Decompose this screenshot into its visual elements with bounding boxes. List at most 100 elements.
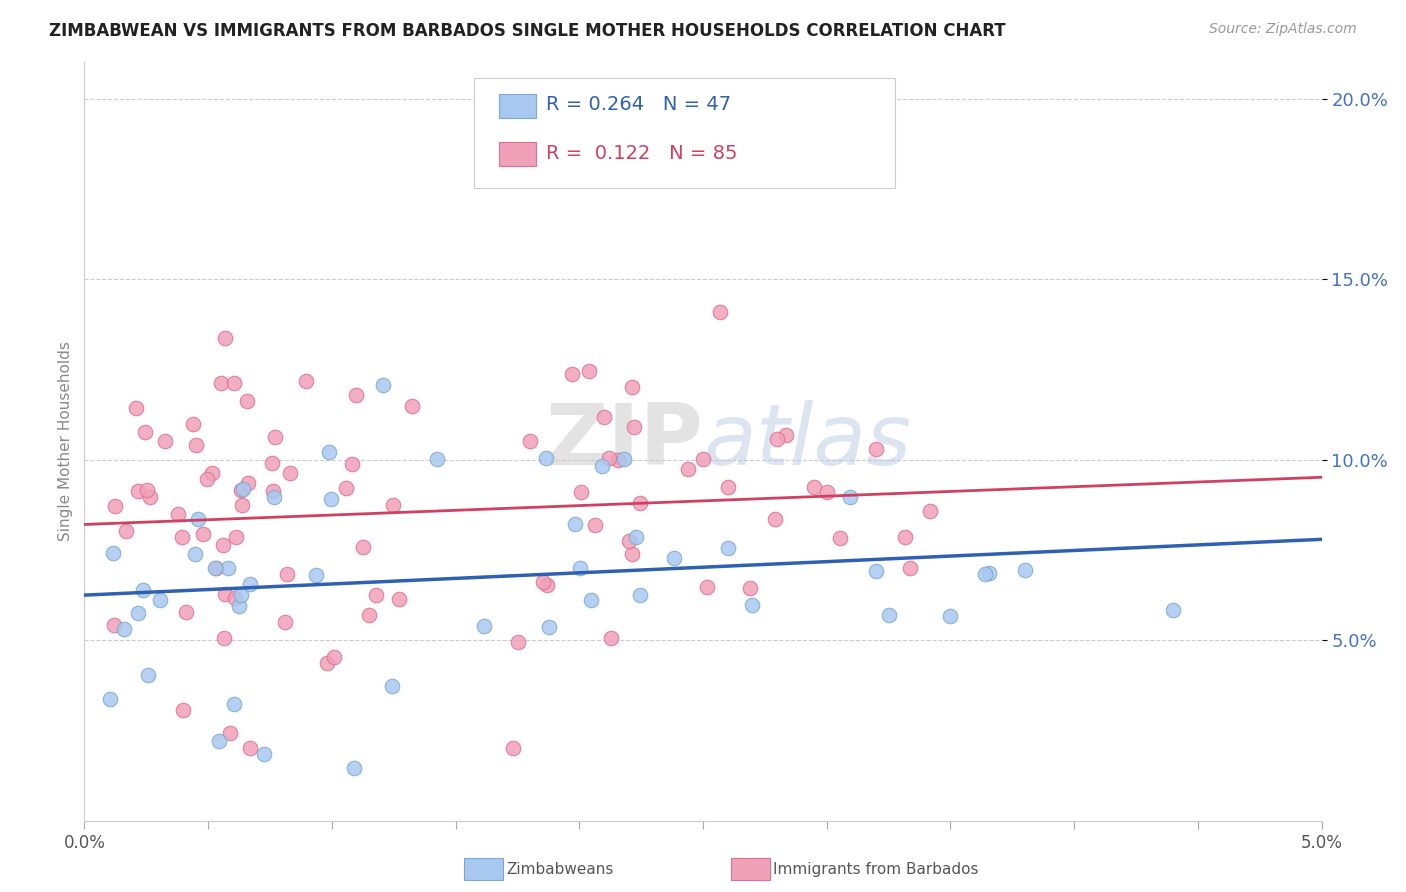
Point [599, 631, 621, 645]
Text: Zimbabweans: Zimbabweans [506, 863, 613, 877]
Bar [499, 142, 536, 166]
Point [276, 566, 298, 581]
Point [561, 367, 583, 381]
Point [155, 434, 177, 449]
Point [323, 649, 346, 664]
Point [204, 561, 226, 575]
Point [536, 450, 558, 465]
Point [260, 456, 283, 470]
Point [579, 592, 602, 607]
Point [775, 428, 797, 442]
Point [401, 399, 423, 413]
Point [918, 503, 941, 517]
Point [623, 420, 645, 434]
Point [231, 483, 253, 497]
Point [112, 623, 135, 637]
Point [228, 599, 250, 613]
Point [98, 692, 121, 706]
Point [127, 483, 149, 498]
Point [766, 433, 789, 447]
Point [717, 541, 740, 555]
Text: ZIP: ZIP [546, 400, 703, 483]
Point [763, 512, 786, 526]
Point [508, 635, 530, 649]
Point [620, 547, 643, 561]
Point [628, 496, 651, 510]
Point [187, 511, 209, 525]
Point [321, 492, 343, 507]
Point [613, 452, 636, 467]
Point [136, 668, 159, 682]
Point [239, 741, 262, 756]
Point [231, 498, 253, 512]
Point [208, 734, 231, 748]
Point [209, 376, 232, 390]
Point [877, 608, 900, 623]
Point [172, 703, 194, 717]
Point [979, 566, 1001, 580]
Point [894, 530, 917, 544]
Point [191, 526, 214, 541]
Point [212, 538, 235, 552]
Point [236, 393, 259, 408]
Point [692, 452, 714, 467]
Point [662, 550, 685, 565]
Point [830, 531, 852, 545]
Point [709, 305, 731, 319]
Point [316, 656, 339, 670]
Point [132, 582, 155, 597]
Point [224, 697, 246, 711]
Bar [499, 94, 536, 118]
Point [426, 452, 449, 467]
Y-axis label: Single Mother Households: Single Mother Households [58, 342, 73, 541]
Text: atlas: atlas [703, 400, 911, 483]
Point [335, 482, 357, 496]
Point [239, 577, 262, 591]
Point [166, 507, 188, 521]
Point [803, 480, 825, 494]
Point [103, 499, 125, 513]
Text: ZIMBABWEAN VS IMMIGRANTS FROM BARBADOS SINGLE MOTHER HOUSEHOLDS CORRELATION CHAR: ZIMBABWEAN VS IMMIGRANTS FROM BARBADOS S… [49, 22, 1005, 40]
Point [839, 490, 862, 504]
Text: Immigrants from Barbados: Immigrants from Barbados [773, 863, 979, 877]
Text: R = 0.264   N = 47: R = 0.264 N = 47 [546, 95, 731, 114]
Point [519, 434, 541, 449]
Point [1014, 563, 1036, 577]
Point [181, 417, 204, 431]
Point [973, 567, 995, 582]
Point [381, 679, 404, 693]
Point [343, 760, 366, 774]
Point [204, 560, 226, 574]
Point [115, 524, 138, 539]
Point [352, 540, 374, 554]
Point [263, 490, 285, 504]
Point [201, 467, 224, 481]
Point [101, 546, 124, 560]
Point [225, 531, 247, 545]
Point [696, 580, 718, 594]
Point [717, 480, 740, 494]
Point [624, 530, 647, 544]
Point [174, 605, 197, 619]
Point [318, 444, 340, 458]
Point [366, 588, 388, 602]
Point [593, 409, 616, 424]
Point [598, 450, 620, 465]
Text: Source: ZipAtlas.com: Source: ZipAtlas.com [1209, 22, 1357, 37]
Point [502, 741, 524, 756]
Point [617, 533, 640, 548]
Point [263, 430, 285, 444]
Point [184, 547, 207, 561]
Point [217, 561, 239, 575]
Point [620, 380, 643, 394]
Point [939, 609, 962, 624]
Point [124, 401, 146, 415]
Point [186, 438, 208, 452]
Point [371, 378, 394, 392]
Point [359, 608, 381, 623]
Point [278, 466, 301, 480]
Point [214, 587, 236, 601]
Point [229, 588, 252, 602]
Point [274, 615, 297, 629]
Point [898, 560, 921, 574]
